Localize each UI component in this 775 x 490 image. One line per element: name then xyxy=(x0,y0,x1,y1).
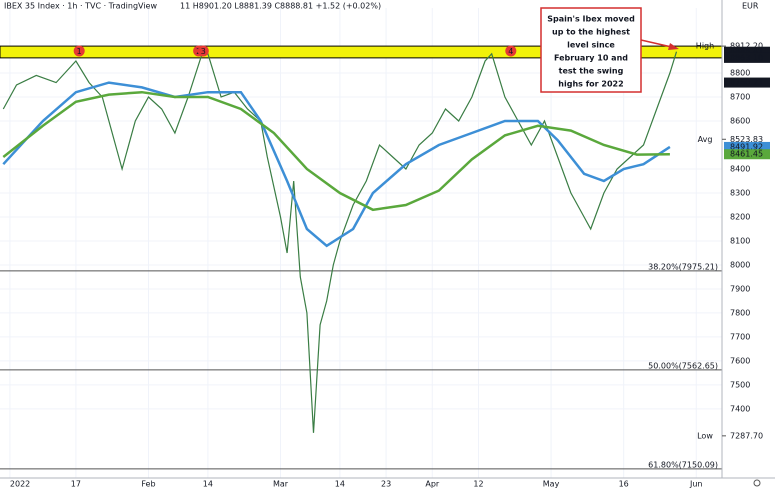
series-line xyxy=(2,51,678,433)
price-label: 8523.83 xyxy=(730,135,763,144)
y-tick-label: 8400 xyxy=(730,164,750,173)
plot-area: 1234 xyxy=(0,8,723,478)
price-tag xyxy=(724,149,770,160)
fib-label: 38.20%(7975.21) xyxy=(648,262,718,271)
annotation-text: February 10 and xyxy=(554,54,628,63)
x-tick-label: Jun xyxy=(689,480,703,489)
price-label: 8760.21 xyxy=(730,78,763,87)
swing-marker-label: 3 xyxy=(201,47,206,56)
x-tick-label: 23 xyxy=(381,480,391,489)
x-tick-label: 14 xyxy=(335,480,345,489)
price-tag-label: Low xyxy=(697,431,713,440)
x-tick-label: Mar xyxy=(273,480,289,489)
swing-marker xyxy=(73,45,85,57)
series-line xyxy=(2,81,671,248)
annotation-text: Spain's Ibex moved xyxy=(547,15,635,24)
y-tick-label: 8700 xyxy=(730,93,750,102)
swing-marker-label: 4 xyxy=(508,47,513,56)
y-tick-label: 8200 xyxy=(730,212,750,221)
annotation-arrowhead xyxy=(668,43,679,50)
price-tag xyxy=(724,52,770,63)
swing-marker xyxy=(197,45,209,57)
price-label: 7287.70 xyxy=(730,431,763,440)
price-tag-label: High xyxy=(696,42,714,51)
y-tick-label: 7800 xyxy=(730,308,750,317)
price-label: 8888.81 xyxy=(730,47,763,56)
x-tick-label: 2022 xyxy=(10,480,30,489)
price-label: 8863.10 xyxy=(730,53,763,62)
y-tick-label: 8000 xyxy=(730,260,750,269)
y-tick-label: 7500 xyxy=(730,380,750,389)
swing-marker xyxy=(505,45,517,57)
series-line xyxy=(2,90,670,212)
settings-icon[interactable] xyxy=(753,479,761,487)
swing-marker-label: 1 xyxy=(77,47,82,56)
x-tick-label: 14 xyxy=(203,480,213,489)
y-tick-label: 8100 xyxy=(730,236,750,245)
chart-title: IBEX 35 Index · 1h · TVC · TradingView xyxy=(4,2,157,11)
y-tick-label: 7900 xyxy=(730,284,750,293)
x-tick-label: Apr xyxy=(425,480,440,489)
annotation-text: up to the highest xyxy=(552,28,630,37)
annotation-text: highs for 2022 xyxy=(558,80,623,89)
x-tick-label: 16 xyxy=(619,480,629,489)
annotation-text: test the swing xyxy=(559,67,624,76)
fib-label: 50.00%(7562.65) xyxy=(648,361,718,370)
price-tag-label: Avg xyxy=(698,135,713,144)
ohlc: 11 H8901.20 L8881.39 C8888.81 +1.52 (+0.… xyxy=(180,2,381,11)
x-tick-label: May xyxy=(543,480,560,489)
price-label: 8461.45 xyxy=(730,150,763,159)
y-tick-label: 7400 xyxy=(730,404,750,413)
annotation-box xyxy=(540,7,642,93)
x-tick-label: 17 xyxy=(71,480,81,489)
y-tick-label: 7600 xyxy=(730,356,750,365)
fib-label: 61.80%(7150.09) xyxy=(648,460,718,469)
annotation-text: level since xyxy=(567,41,615,50)
price-tag xyxy=(724,46,770,57)
y-tick-label: 8600 xyxy=(730,117,750,126)
price-label: 8491.92 xyxy=(730,142,763,151)
currency: EUR xyxy=(742,2,759,11)
price-tag xyxy=(724,77,770,88)
y-tick-label: 8800 xyxy=(730,69,750,78)
y-tick-label: 8300 xyxy=(730,188,750,197)
y-tick-label: 7700 xyxy=(730,332,750,341)
x-tick-label: Feb xyxy=(141,480,155,489)
price-label: 8912.20 xyxy=(730,42,763,51)
price-tag xyxy=(724,141,770,152)
x-tick-label: 12 xyxy=(473,480,483,489)
